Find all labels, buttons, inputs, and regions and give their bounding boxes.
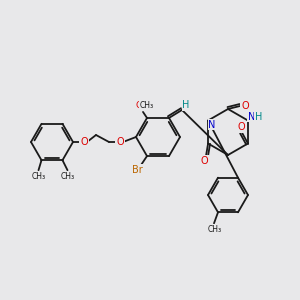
Text: O: O <box>136 101 142 110</box>
Text: CH₃: CH₃ <box>208 225 222 234</box>
Text: N: N <box>208 119 216 130</box>
Text: N: N <box>248 112 256 122</box>
Text: Br: Br <box>132 165 142 175</box>
Text: O: O <box>237 122 245 133</box>
Text: O: O <box>241 101 249 111</box>
Text: H: H <box>255 112 262 122</box>
Text: CH₃: CH₃ <box>60 172 75 181</box>
Text: O: O <box>80 137 88 147</box>
Text: O: O <box>116 137 124 147</box>
Text: CH₃: CH₃ <box>32 172 46 181</box>
Text: O: O <box>200 155 208 166</box>
Text: H: H <box>182 100 190 110</box>
Text: CH₃: CH₃ <box>140 101 154 110</box>
